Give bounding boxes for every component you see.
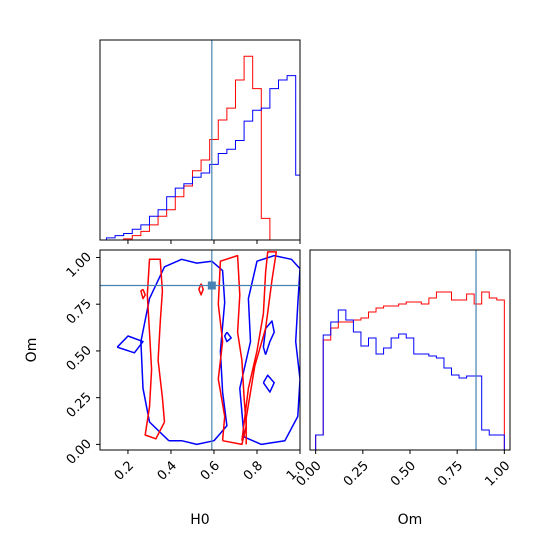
xlabel-h0: H0 <box>190 512 209 528</box>
om-histogram-frame <box>309 249 511 451</box>
h0-xtick-label-2: 0.6 <box>198 458 223 483</box>
contour-blue-2 <box>116 335 144 354</box>
contour-red-3 <box>140 288 146 300</box>
contour-lines <box>116 251 300 446</box>
h0-histogram-frame <box>99 39 301 241</box>
h0-histogram-plot-area <box>105 40 301 241</box>
om-xtick-label-3: 0.75 <box>435 458 466 489</box>
h0-xtick-label-3: 0.8 <box>241 458 266 483</box>
h0-om-contour-panel: 0.2 0.4 0.6 0.8 1.00.000.250.500.751.00 <box>64 249 309 484</box>
om-histogram-plot-area <box>315 250 505 450</box>
om-ytick-label-1: 0.25 <box>64 390 95 421</box>
h0-hist-series-1 <box>105 75 301 240</box>
contour-blue-4 <box>262 374 275 393</box>
contour-frame <box>99 249 301 451</box>
om-ytick-label-3: 0.75 <box>64 296 95 327</box>
om-histogram-panel: 0.00 0.25 0.50 0.75 1.00 <box>294 249 513 490</box>
contour-blue-5 <box>223 331 232 343</box>
om-xtick-label-4: 1.00 <box>482 458 513 489</box>
contour-red-0 <box>144 258 166 440</box>
h0-histogram-ticks <box>127 240 301 244</box>
truth-marker <box>207 281 216 290</box>
om-hist-series-1 <box>315 309 505 450</box>
om-hist-series-0 <box>315 291 505 450</box>
ylabel-om: Om <box>24 338 40 363</box>
om-ytick-label-2: 0.50 <box>64 343 95 374</box>
om-xtick-label-2: 0.50 <box>388 458 419 489</box>
contour-blue-3 <box>262 320 275 355</box>
contour-plot-area <box>100 250 300 450</box>
om-xtick-label-1: 0.25 <box>341 458 372 489</box>
contour-red-4 <box>198 283 204 296</box>
contour-blue-1 <box>239 254 300 446</box>
om-histogram-ticks: 0.00 0.25 0.50 0.75 1.00 <box>294 450 513 490</box>
om-ytick-label-4: 1.00 <box>64 250 95 281</box>
h0-histogram-panel <box>99 39 301 244</box>
h0-xtick-label-1: 0.4 <box>155 458 180 483</box>
contour-ticks: 0.2 0.4 0.6 0.8 1.00.000.250.500.751.00 <box>64 250 309 484</box>
om-ytick-label-0: 0.00 <box>64 437 95 468</box>
contour-red-2 <box>241 251 278 445</box>
contour-blue-0 <box>140 258 228 446</box>
xlabel-om: Om <box>398 512 423 528</box>
h0-xtick-label-0: 0.2 <box>112 458 137 483</box>
h0-hist-series-0 <box>106 55 300 241</box>
